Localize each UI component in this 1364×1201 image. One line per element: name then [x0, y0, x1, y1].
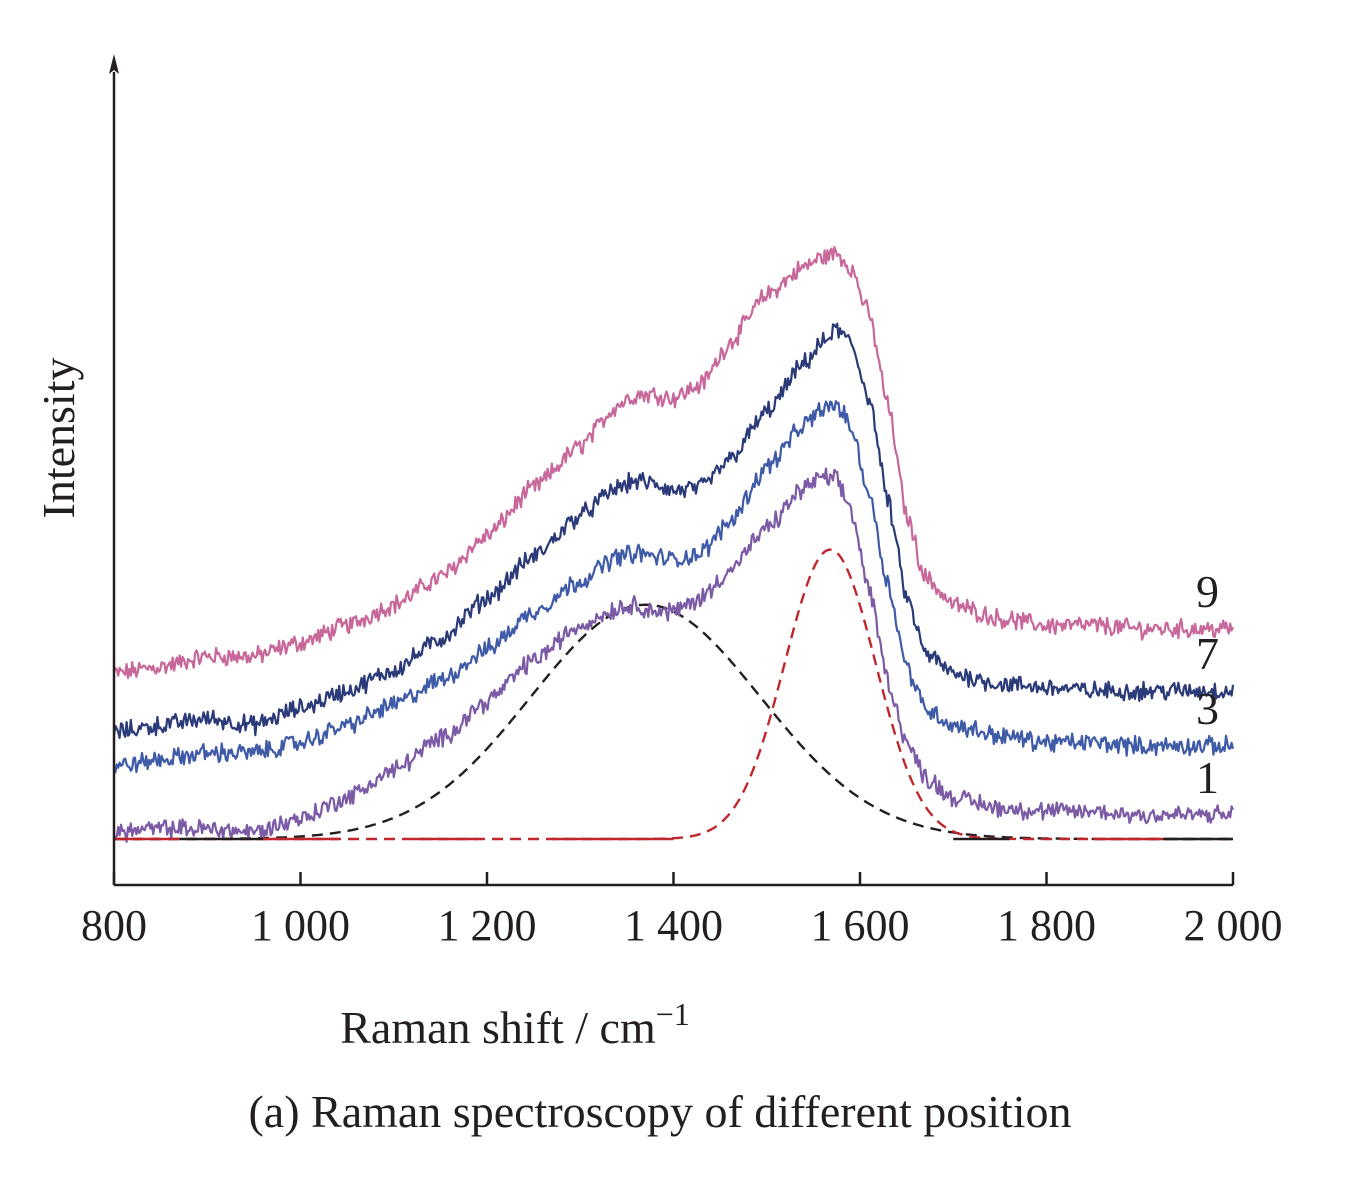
series-line-7 [112, 322, 1235, 739]
series-line-9 [112, 245, 1235, 680]
x-tick-label-1200: 1 200 [438, 901, 537, 950]
x-tick-label-2000: 2 000 [1184, 901, 1283, 950]
x-tick-label-1400: 1 400 [624, 901, 723, 950]
x-tick-label-1000: 1 000 [251, 901, 350, 950]
series-line-1 [113, 467, 1235, 843]
x-tick-label-800: 800 [81, 901, 147, 950]
series-label-7: 7 [1196, 628, 1219, 679]
figure-caption: (a) Raman spectroscopy of different posi… [248, 1086, 1071, 1137]
series-line-3 [113, 400, 1235, 774]
fit-peak-line-1370 [114, 603, 1233, 841]
plot-area: 9 73 1 [112, 245, 1235, 843]
x-tick-label-1800: 1 800 [997, 901, 1096, 950]
fit-peak-line-1568 [114, 548, 1233, 841]
x-axis-title: Raman shift / cm−1 [340, 996, 690, 1053]
x-ticks: 800 1 000 1 200 1 400 1 600 1 800 2 000 [81, 872, 1283, 950]
x-axis-title-text: Raman shift / cm [340, 1002, 656, 1053]
x-tick-label-1600: 1 600 [811, 901, 910, 950]
series-label-1: 1 [1196, 752, 1219, 803]
series-label-3: 3 [1196, 683, 1219, 734]
y-axis-title: Intensity [33, 358, 84, 519]
x-axis-title-superscript: −1 [656, 996, 690, 1032]
series-label-9: 9 [1196, 566, 1219, 617]
